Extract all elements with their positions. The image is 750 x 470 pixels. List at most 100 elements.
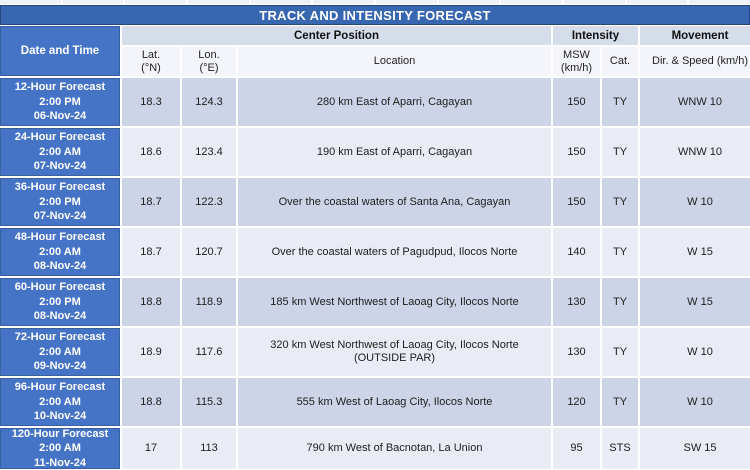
forecast-period-cell: 96-Hour Forecast 2:00 AM 10-Nov-24 bbox=[0, 378, 120, 426]
msw-cell: 150 bbox=[553, 128, 600, 176]
location-cell: 320 km West Northwest of Laoag City, Ilo… bbox=[238, 328, 551, 376]
group-header-intensity: Intensity bbox=[553, 26, 638, 45]
forecast-date: 08-Nov-24 bbox=[33, 310, 87, 323]
movement-cell: WNW 10 bbox=[640, 78, 750, 126]
lon-cell: 122.3 bbox=[182, 178, 236, 226]
lat-cell: 18.6 bbox=[122, 128, 180, 176]
category-cell: TY bbox=[602, 228, 638, 276]
table-title-bar: TRACK AND INTENSITY FORECAST bbox=[0, 5, 750, 25]
group-header-center-position: Center Position bbox=[122, 26, 551, 45]
forecast-period-cell: 72-Hour Forecast 2:00 AM 09-Nov-24 bbox=[0, 328, 120, 376]
forecast-period: 120-Hour Forecast bbox=[11, 427, 109, 440]
forecast-date: 09-Nov-24 bbox=[33, 360, 87, 373]
msw-cell: 130 bbox=[553, 278, 600, 326]
forecast-period-cell: 60-Hour Forecast 2:00 PM 08-Nov-24 bbox=[0, 278, 120, 326]
lon-cell: 117.6 bbox=[182, 328, 236, 376]
forecast-time: 2:00 PM bbox=[39, 195, 81, 208]
lat-cell: 18.8 bbox=[122, 278, 180, 326]
forecast-period: 48-Hour Forecast bbox=[14, 231, 106, 244]
lat-cell: 18.7 bbox=[122, 228, 180, 276]
category-cell: TY bbox=[602, 328, 638, 376]
forecast-time: 2:00 AM bbox=[39, 145, 81, 158]
forecast-date: 08-Nov-24 bbox=[33, 260, 87, 273]
location-cell: 190 km East of Aparri, Cagayan bbox=[238, 128, 551, 176]
forecast-date: 07-Nov-24 bbox=[33, 160, 87, 173]
group-header-movement: Movement bbox=[640, 26, 750, 45]
msw-cell: 120 bbox=[553, 378, 600, 426]
column-header-date-time: Date and Time bbox=[0, 26, 120, 76]
location-cell: Over the coastal waters of Pagudpud, Ilo… bbox=[238, 228, 551, 276]
lon-cell: 120.7 bbox=[182, 228, 236, 276]
category-cell: TY bbox=[602, 78, 638, 126]
forecast-period-cell: 12-Hour Forecast 2:00 PM 06-Nov-24 bbox=[0, 78, 120, 126]
category-cell: TY bbox=[602, 278, 638, 326]
lat-cell: 18.8 bbox=[122, 378, 180, 426]
lat-cell: 18.3 bbox=[122, 78, 180, 126]
movement-cell: W 15 bbox=[640, 278, 750, 326]
location-cell: Over the coastal waters of Santa Ana, Ca… bbox=[238, 178, 551, 226]
location-text: Over the coastal waters of Santa Ana, Ca… bbox=[278, 195, 511, 208]
msw-cell: 140 bbox=[553, 228, 600, 276]
column-header-lat: Lat. (°N) bbox=[122, 47, 180, 76]
column-header-cat: Cat. bbox=[602, 47, 638, 76]
movement-cell: W 10 bbox=[640, 378, 750, 426]
lat-cell: 18.9 bbox=[122, 328, 180, 376]
forecast-period-cell: 48-Hour Forecast 2:00 AM 08-Nov-24 bbox=[0, 228, 120, 276]
msw-cell: 95 bbox=[553, 428, 600, 469]
location-text: 185 km West Northwest of Laoag City, Ilo… bbox=[270, 295, 519, 308]
location-cell: 280 km East of Aparri, Cagayan bbox=[238, 78, 551, 126]
table-header: Date and Time Center Position Intensity … bbox=[0, 26, 750, 76]
forecast-period: 72-Hour Forecast bbox=[14, 331, 106, 344]
forecast-date: 06-Nov-24 bbox=[33, 110, 87, 123]
lon-cell: 118.9 bbox=[182, 278, 236, 326]
lon-cell: 123.4 bbox=[182, 128, 236, 176]
column-header-dir-speed: Dir. & Speed (km/h) bbox=[640, 47, 750, 76]
location-text: 555 km West of Laoag City, Ilocos Norte bbox=[296, 395, 493, 408]
forecast-period: 36-Hour Forecast bbox=[14, 181, 106, 194]
forecast-time: 2:00 AM bbox=[39, 345, 81, 358]
forecast-period: 12-Hour Forecast bbox=[14, 81, 106, 94]
cropped-row-remnant bbox=[0, 0, 750, 4]
lon-cell: 124.3 bbox=[182, 78, 236, 126]
movement-cell: W 10 bbox=[640, 328, 750, 376]
msw-cell: 130 bbox=[553, 328, 600, 376]
forecast-time: 2:00 PM bbox=[39, 95, 81, 108]
forecast-period-cell: 24-Hour Forecast 2:00 AM 07-Nov-24 bbox=[0, 128, 120, 176]
column-header-location: Location bbox=[238, 47, 551, 76]
column-header-msw: MSW (km/h) bbox=[553, 47, 600, 76]
forecast-period-cell: 120-Hour Forecast 2:00 AM 11-Nov-24 bbox=[0, 428, 120, 469]
location-text: Over the coastal waters of Pagudpud, Ilo… bbox=[271, 245, 518, 258]
table-body: 12-Hour Forecast 2:00 PM 06-Nov-24 18.3 … bbox=[0, 78, 750, 469]
location-cell: 185 km West Northwest of Laoag City, Ilo… bbox=[238, 278, 551, 326]
forecast-time: 2:00 AM bbox=[39, 395, 81, 408]
lon-cell: 113 bbox=[182, 428, 236, 469]
forecast-date: 10-Nov-24 bbox=[33, 410, 87, 423]
category-cell: TY bbox=[602, 128, 638, 176]
forecast-date: 11-Nov-24 bbox=[34, 456, 86, 469]
location-cell: 555 km West of Laoag City, Ilocos Norte bbox=[238, 378, 551, 426]
movement-cell: W 10 bbox=[640, 178, 750, 226]
category-cell: TY bbox=[602, 178, 638, 226]
forecast-period: 24-Hour Forecast bbox=[14, 131, 106, 144]
forecast-period-cell: 36-Hour Forecast 2:00 PM 07-Nov-24 bbox=[0, 178, 120, 226]
column-header-lon: Lon. (°E) bbox=[182, 47, 236, 76]
forecast-time: 2:00 AM bbox=[39, 245, 81, 258]
movement-cell: SW 15 bbox=[640, 428, 750, 469]
forecast-time: 2:00 PM bbox=[39, 295, 81, 308]
category-cell: TY bbox=[602, 378, 638, 426]
movement-cell: W 15 bbox=[640, 228, 750, 276]
location-text: 790 km West of Bacnotan, La Union bbox=[306, 442, 483, 454]
forecast-date: 07-Nov-24 bbox=[33, 210, 87, 223]
category-cell: STS bbox=[602, 428, 638, 469]
forecast-period: 60-Hour Forecast bbox=[14, 281, 106, 294]
msw-cell: 150 bbox=[553, 178, 600, 226]
lat-cell: 17 bbox=[122, 428, 180, 469]
lat-cell: 18.7 bbox=[122, 178, 180, 226]
location-text: 280 km East of Aparri, Cagayan bbox=[316, 95, 473, 108]
forecast-period: 96-Hour Forecast bbox=[14, 381, 106, 394]
forecast-time: 2:00 AM bbox=[39, 442, 81, 455]
msw-cell: 150 bbox=[553, 78, 600, 126]
location-note: (OUTSIDE PAR) bbox=[353, 352, 436, 364]
movement-cell: WNW 10 bbox=[640, 128, 750, 176]
